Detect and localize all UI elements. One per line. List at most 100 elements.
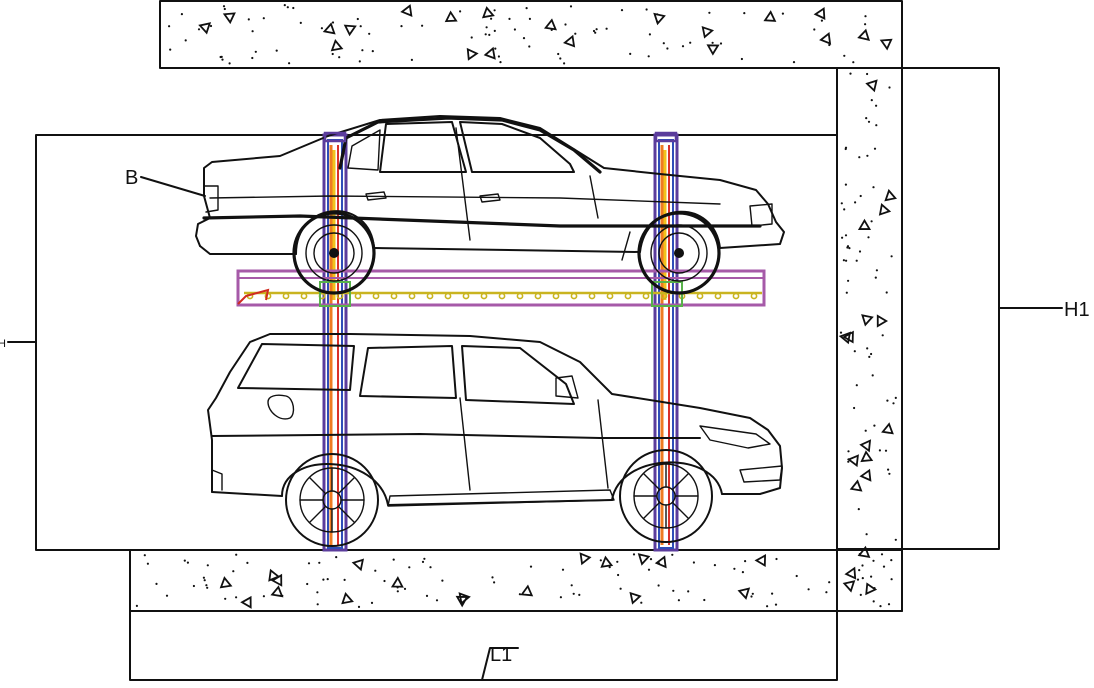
concrete-speck	[370, 601, 374, 605]
concrete-speck	[528, 17, 532, 20]
concrete-speck	[861, 577, 864, 580]
concrete-speck	[203, 579, 206, 582]
concrete-speck	[421, 560, 425, 564]
concrete-speck	[855, 259, 858, 262]
platform-roller	[480, 292, 488, 300]
concrete-aggregate	[466, 47, 479, 61]
concrete-speck	[221, 58, 224, 61]
concrete-speck	[559, 596, 563, 599]
concrete-speck	[890, 255, 893, 258]
concrete-speck	[513, 28, 517, 31]
concrete-speck	[813, 28, 816, 31]
concrete-speck	[251, 30, 254, 33]
concrete-aggregate	[219, 576, 233, 589]
concrete-speck	[488, 33, 491, 37]
concrete-speck	[647, 55, 650, 58]
concrete-aggregate	[444, 10, 458, 23]
concrete-aggregate	[754, 554, 767, 568]
concrete-speck	[326, 578, 329, 581]
concrete-aggregate	[600, 555, 614, 568]
concrete-speck	[408, 566, 411, 569]
concrete-aggregate	[865, 79, 878, 93]
concrete-speck	[888, 472, 891, 475]
concrete-ceiling-slab	[159, 0, 903, 69]
concrete-speck	[620, 9, 624, 12]
platform-roller	[390, 292, 398, 300]
concrete-speck	[885, 291, 888, 294]
concrete-speck	[741, 571, 745, 574]
concrete-speck	[368, 32, 371, 35]
concrete-speck	[493, 581, 496, 584]
concrete-speck	[792, 61, 796, 64]
concrete-speck	[890, 578, 893, 581]
concrete-speck	[169, 48, 172, 51]
concrete-aggregate	[857, 545, 871, 559]
concrete-speck	[429, 566, 432, 569]
concrete-speck	[845, 259, 848, 262]
concrete-speck	[795, 574, 798, 578]
concrete-speck	[410, 58, 413, 62]
concrete-speck	[866, 154, 869, 157]
concrete-speck	[856, 578, 860, 581]
concrete-speck	[868, 355, 871, 358]
label-l1: L1	[490, 644, 512, 666]
concrete-speck	[882, 565, 886, 568]
platform-roller	[498, 292, 506, 300]
concrete-speck	[861, 564, 864, 567]
concrete-speck	[232, 570, 235, 573]
concrete-speck	[629, 52, 632, 56]
platform-roller	[750, 292, 758, 300]
concrete-speck	[421, 24, 424, 27]
concrete-speck	[392, 558, 395, 561]
concrete-aggregate	[455, 595, 469, 608]
concrete-speck	[750, 595, 753, 598]
platform-roller	[552, 292, 560, 300]
concrete-speck	[223, 7, 226, 11]
concrete-speck	[619, 587, 622, 590]
concrete-speck	[865, 117, 868, 120]
concrete-speck	[775, 557, 778, 561]
concrete-speck	[228, 62, 231, 65]
concrete-speck	[343, 578, 346, 582]
concrete-speck	[852, 61, 855, 64]
concrete-speck	[886, 399, 889, 402]
concrete-aggregate	[654, 555, 667, 569]
platform-roller	[570, 292, 578, 300]
concrete-speck	[774, 603, 778, 606]
concrete-speck	[135, 604, 138, 608]
concrete-speck	[235, 553, 238, 556]
concrete-speck	[570, 584, 573, 587]
concrete-speck	[146, 562, 149, 565]
concrete-speck	[841, 236, 844, 239]
concrete-aggregate	[222, 12, 236, 25]
concrete-speck	[875, 104, 878, 107]
concrete-aggregate	[198, 22, 212, 35]
concrete-speck	[858, 156, 861, 159]
concrete-aggregate	[520, 584, 534, 597]
concrete-speck	[400, 25, 403, 28]
concrete-speck	[828, 43, 831, 47]
concrete-aggregate	[400, 4, 413, 17]
sedan-car-icon	[195, 115, 785, 295]
concrete-speck	[733, 567, 736, 570]
concrete-speck	[844, 234, 848, 237]
concrete-aggregate	[838, 331, 852, 345]
concrete-speck	[872, 600, 875, 603]
concrete-speck	[845, 291, 848, 294]
concrete-speck	[356, 17, 359, 21]
concrete-speck	[859, 194, 862, 198]
concrete-speck	[165, 594, 169, 597]
concrete-speck	[870, 352, 873, 356]
concrete-speck	[564, 23, 567, 26]
concrete-speck	[320, 27, 323, 30]
concrete-speck	[361, 49, 364, 52]
concrete-hatch-bottom	[135, 552, 893, 609]
concrete-speck	[205, 584, 208, 587]
platform-roller	[444, 292, 452, 300]
concrete-aggregate	[701, 25, 715, 39]
concrete-speck	[572, 592, 575, 595]
platform-roller	[516, 292, 524, 300]
concrete-speck	[771, 592, 774, 595]
concrete-speck	[843, 54, 846, 57]
concrete-speck	[283, 4, 286, 7]
